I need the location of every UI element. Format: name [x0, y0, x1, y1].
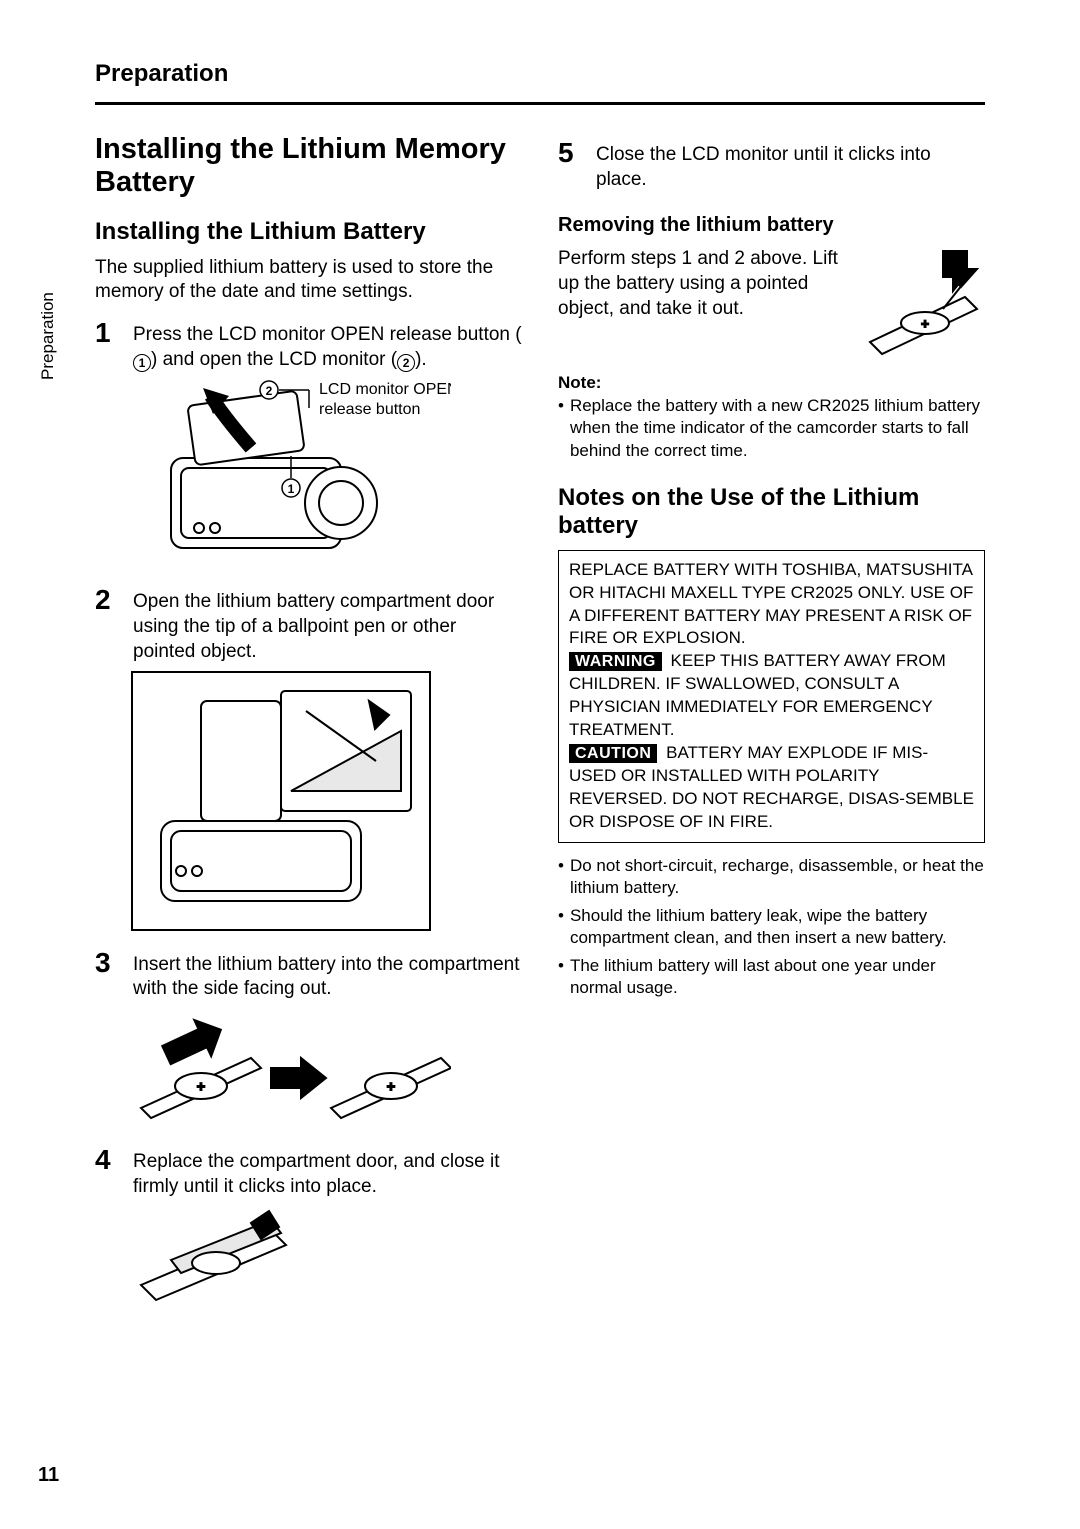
figure-step-4 — [131, 1205, 522, 1305]
right-column: 5 Close the LCD monitor until it clicks … — [558, 133, 985, 1323]
step-1: 1 Press the LCD monitor OPEN release but… — [95, 319, 522, 372]
box-caution-line: CAUTION BATTERY MAY EXPLODE IF MIS-USED … — [569, 742, 974, 834]
step-4-number: 4 — [95, 1146, 119, 1174]
step-1-text-b: ) and open the LCD monitor ( — [151, 349, 397, 370]
callout-label-a: LCD monitor OPEN — [319, 381, 451, 398]
step-3-text-span: Insert the lithium battery into the comp… — [133, 954, 520, 1000]
close-door-icon — [131, 1205, 301, 1305]
removing-title: Removing the lithium battery — [558, 214, 985, 237]
step-5-number: 5 — [558, 139, 582, 167]
step-2: 2 Open the lithium battery compartment d… — [95, 586, 522, 664]
step-4: 4 Replace the compartment door, and clos… — [95, 1146, 522, 1199]
compartment-open-icon — [131, 671, 431, 931]
warning-badge: WARNING — [569, 652, 662, 671]
main-title: Installing the Lithium Memory Battery — [95, 133, 522, 200]
note-label: Note: — [558, 373, 985, 393]
use-bullet-1: • Do not short-circuit, recharge, disass… — [558, 855, 985, 899]
step-1-text: Press the LCD monitor OPEN release butto… — [133, 319, 522, 372]
caution-badge: CAUTION — [569, 744, 657, 763]
figure-step-2 — [131, 671, 522, 931]
removing-row: Perform steps 1 and 2 above. Lift up the… — [558, 247, 985, 357]
camcorder-open-icon: 2 LCD monitor OPEN release button 1 — [131, 378, 451, 568]
step-2-text: Open the lithium battery compartment doo… — [133, 586, 522, 664]
removing-text: Perform steps 1 and 2 above. Lift up the… — [558, 247, 853, 321]
step-5-text: Close the LCD monitor until it clicks in… — [596, 139, 985, 192]
note-bullet-cr2025: • Replace the battery with a new CR2025 … — [558, 395, 985, 461]
figure-step-3: + + — [131, 1008, 522, 1128]
step-2-number: 2 — [95, 586, 119, 614]
step-1-text-c: ). — [415, 349, 427, 370]
circled-2-inline: 2 — [397, 354, 415, 372]
step-1-text-a: Press the LCD monitor OPEN release butto… — [133, 324, 522, 345]
callout-2: 2 — [266, 384, 273, 398]
use-bullet-2: • Should the lithium battery leak, wipe … — [558, 905, 985, 949]
box-p1: REPLACE BATTERY WITH TOSHIBA, MATSUSHITA… — [569, 559, 974, 651]
bullet-dot: • — [558, 955, 564, 999]
box-warning-line: WARNING KEEP THIS BATTERY AWAY FROM CHIL… — [569, 650, 974, 742]
header-rule — [95, 102, 985, 105]
step-5: 5 Close the LCD monitor until it clicks … — [558, 139, 985, 192]
page-number: 11 — [38, 1464, 59, 1487]
page-header: Preparation — [95, 60, 985, 88]
side-tab-preparation: Preparation — [38, 292, 58, 380]
step-1-number: 1 — [95, 319, 119, 347]
bullet-dot: • — [558, 395, 564, 461]
note-bullet-text: Replace the battery with a new CR2025 li… — [570, 395, 985, 461]
warning-box: REPLACE BATTERY WITH TOSHIBA, MATSUSHITA… — [558, 550, 985, 843]
remove-battery-icon: + — [865, 247, 985, 357]
page: Preparation Preparation Installing the L… — [0, 0, 1080, 1529]
step-3-number: 3 — [95, 949, 119, 977]
callout-label-b: release button — [319, 401, 420, 418]
subtitle-installing: Installing the Lithium Battery — [95, 218, 522, 246]
intro-paragraph: The supplied lithium battery is used to … — [95, 256, 522, 305]
left-column: Installing the Lithium Memory Battery In… — [95, 133, 522, 1323]
use-bullet-2-text: Should the lithium battery leak, wipe th… — [570, 905, 985, 949]
use-bullet-3-text: The lithium battery will last about one … — [570, 955, 985, 999]
callout-1: 1 — [288, 482, 295, 496]
step-4-text: Replace the compartment door, and close … — [133, 1146, 522, 1199]
use-bullet-1-text: Do not short-circuit, recharge, disassem… — [570, 855, 985, 899]
step-3-text: Insert the lithium battery into the comp… — [133, 949, 522, 1002]
content-columns: Installing the Lithium Memory Battery In… — [95, 133, 985, 1323]
step-3: 3 Insert the lithium battery into the co… — [95, 949, 522, 1002]
bullet-dot: • — [558, 855, 564, 899]
use-bullet-3: • The lithium battery will last about on… — [558, 955, 985, 999]
bullet-dot: • — [558, 905, 564, 949]
svg-text:+: + — [387, 1078, 395, 1094]
circled-1-inline: 1 — [133, 354, 151, 372]
insert-battery-icon: + + — [131, 1008, 451, 1128]
figure-step-1: 2 LCD monitor OPEN release button 1 — [131, 378, 522, 568]
svg-text:+: + — [197, 1078, 205, 1094]
svg-text:+: + — [921, 316, 929, 331]
notes-use-title: Notes on the Use of the Lithium battery — [558, 484, 985, 540]
